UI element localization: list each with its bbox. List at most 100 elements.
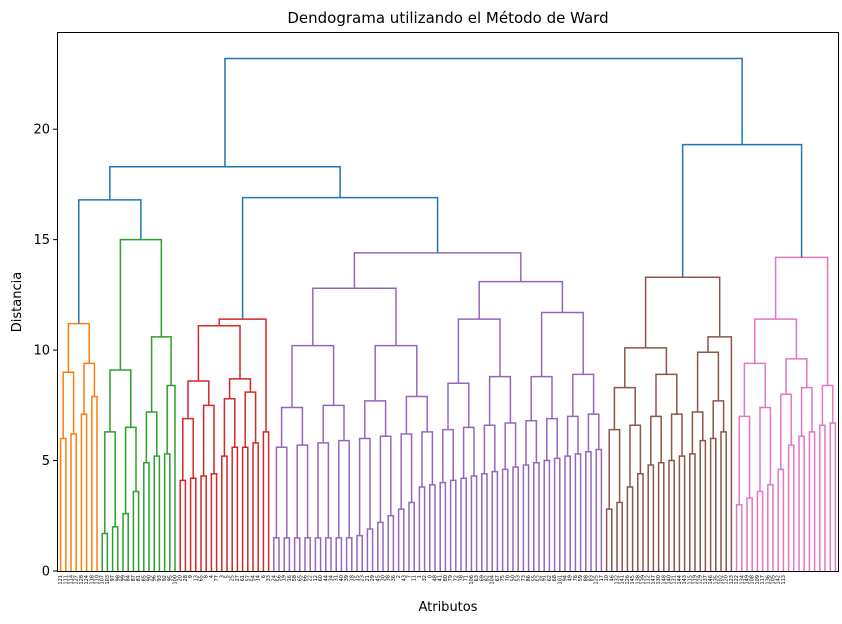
cluster-link xyxy=(109,369,132,432)
leaf-label: 11 xyxy=(412,575,418,581)
cluster-link xyxy=(699,439,707,571)
cluster-link xyxy=(153,455,161,571)
cluster-link xyxy=(374,344,418,401)
leaf-label: 80 xyxy=(443,575,449,581)
cluster-link xyxy=(691,411,704,454)
cluster-link xyxy=(696,351,720,412)
leaf-label: 111 xyxy=(63,575,69,585)
cluster-top-link xyxy=(67,322,90,373)
leaf-label: 77 xyxy=(214,575,220,581)
cluster-link xyxy=(462,426,475,479)
cluster-link xyxy=(104,431,116,534)
cluster-link xyxy=(650,415,662,465)
cluster-link xyxy=(785,358,808,395)
cluster-link xyxy=(754,318,798,364)
cluster-link xyxy=(678,455,686,571)
leaf-label: 79 xyxy=(448,575,454,581)
leaf-label: 34 xyxy=(329,575,335,581)
cluster-link xyxy=(312,287,397,346)
cluster-link xyxy=(746,497,753,571)
cluster-link xyxy=(317,442,330,538)
leaf-label: 137 xyxy=(703,575,709,585)
leaf-label: 41 xyxy=(438,575,444,581)
cluster-link xyxy=(304,537,311,571)
cluster-link xyxy=(241,446,249,571)
cluster-link xyxy=(291,344,335,408)
cluster-link xyxy=(670,413,683,461)
leaf-label: 65 xyxy=(297,575,303,581)
cluster-link xyxy=(491,470,499,571)
leaf-label: 112 xyxy=(646,575,652,585)
leaf-label: 91 xyxy=(542,575,548,581)
cluster-link xyxy=(356,534,363,571)
cluster-link xyxy=(483,424,496,474)
cluster-link xyxy=(626,486,634,571)
x-axis-leaf-labels: 121 111 114 127 128 124 118 110 107 103 97 98 99 84 87… xyxy=(58,575,787,585)
leaf-label: 67 xyxy=(495,575,501,581)
leaf-label: 27 xyxy=(235,575,241,581)
cluster-link xyxy=(647,464,655,571)
leaf-label: 100 xyxy=(173,575,179,585)
cluster-link xyxy=(522,464,530,571)
leaf-label: 44 xyxy=(323,575,329,581)
cluster-link xyxy=(800,386,813,437)
cluster-link xyxy=(429,484,436,571)
leaf-label: 117 xyxy=(760,575,766,585)
cluster-link xyxy=(504,422,517,470)
cluster-link xyxy=(187,380,210,419)
leaf-label: 66 xyxy=(303,575,309,581)
cluster-link xyxy=(488,375,512,426)
cluster-link xyxy=(124,426,137,514)
leaf-label: 6 xyxy=(261,575,267,578)
cluster-link xyxy=(470,475,478,571)
leaf-label: 109 xyxy=(755,575,761,585)
leaf-label: 106 xyxy=(469,575,475,585)
top-link xyxy=(241,196,439,320)
leaf-label: 7 xyxy=(407,575,413,578)
cluster-link xyxy=(574,453,582,571)
leaf-label: 60 xyxy=(318,575,324,581)
top-link xyxy=(78,199,142,324)
leaf-label: 120 xyxy=(724,575,730,585)
cluster-link xyxy=(325,537,332,571)
cluster-link xyxy=(533,462,540,571)
leaf-label: 58 xyxy=(292,575,298,581)
leaf-label: 121 xyxy=(58,575,64,585)
cluster-link xyxy=(345,537,353,571)
cluster-link xyxy=(819,424,826,571)
cluster-link xyxy=(275,446,288,538)
leaf-label: 28 xyxy=(183,575,189,581)
cluster-top-link xyxy=(774,256,829,386)
leaf-label: 2 xyxy=(396,575,402,578)
leaf-label: 115 xyxy=(687,575,693,585)
y-tick-label: 15 xyxy=(33,233,50,248)
cluster-link xyxy=(798,435,805,571)
leaf-label: 17 xyxy=(599,575,605,581)
cluster-link xyxy=(111,526,119,571)
leaf-label: 38 xyxy=(386,575,392,581)
leaf-label: 149 xyxy=(745,575,751,585)
leaf-label: 84 xyxy=(126,575,132,581)
leaf-label: 50 xyxy=(511,575,517,581)
cluster-link xyxy=(221,455,228,571)
leaf-label: 59 xyxy=(578,575,584,581)
cluster-link xyxy=(314,537,322,571)
cluster-link xyxy=(525,420,538,465)
leaf-label: 3 xyxy=(219,575,225,578)
cluster-link xyxy=(657,462,665,571)
leaf-label: 5 xyxy=(225,575,231,578)
leaf-label: 107 xyxy=(100,575,106,585)
leaf-label: 15 xyxy=(355,575,361,581)
leaf-label: 101 xyxy=(557,575,563,585)
cluster-link xyxy=(322,404,345,443)
cluster-link xyxy=(202,404,215,477)
leaf-label: 45 xyxy=(375,575,381,581)
cluster-link xyxy=(501,468,509,571)
cluster-link xyxy=(585,450,592,571)
cluster-link xyxy=(62,371,75,439)
leaf-label: 71 xyxy=(464,575,470,581)
cluster-link xyxy=(707,336,733,571)
leaf-label: 54 xyxy=(251,575,257,581)
plot-frame xyxy=(57,32,839,572)
